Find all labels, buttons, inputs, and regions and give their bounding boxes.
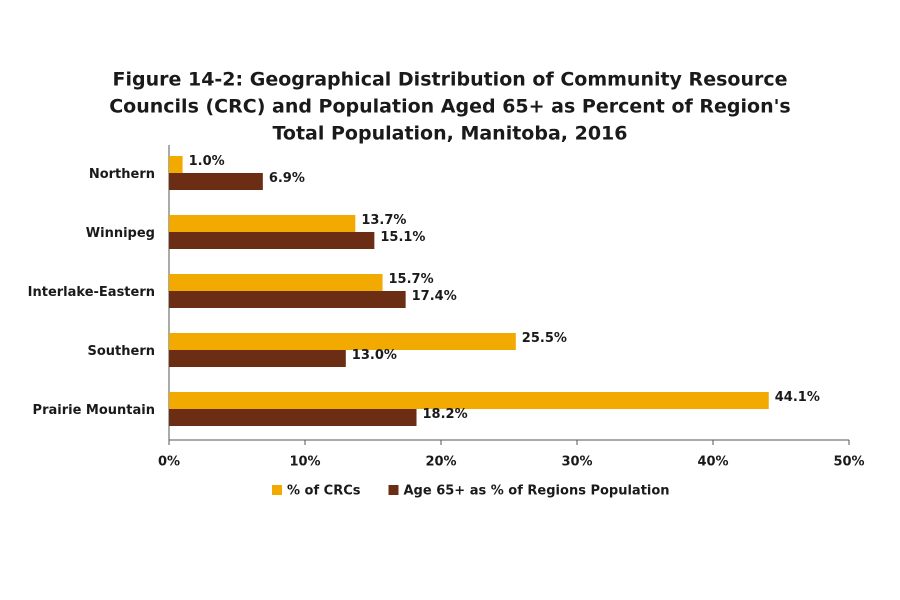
bar [169, 274, 383, 291]
bar [169, 215, 356, 232]
y-tick-label: Northern [89, 167, 155, 182]
bar [169, 291, 406, 308]
x-tick-label: 30% [561, 455, 592, 470]
data-label: 15.7% [389, 272, 434, 287]
data-label: 15.1% [380, 230, 425, 245]
y-tick-label: Interlake-Eastern [28, 285, 155, 300]
data-label: 18.2% [423, 407, 468, 422]
bar [169, 333, 516, 350]
bar [169, 409, 417, 426]
chart-title: Figure 14-2: Geographical Distribution o… [112, 69, 787, 91]
legend-label: % of CRCs [287, 484, 361, 499]
y-tick-label: Southern [87, 344, 155, 359]
bar [169, 392, 769, 409]
data-label: 6.9% [269, 171, 305, 186]
legend-swatch [272, 485, 282, 495]
x-tick-label: 10% [289, 455, 320, 470]
data-label: 17.4% [412, 289, 457, 304]
x-tick-label: 0% [158, 455, 180, 470]
bar [169, 173, 263, 190]
y-tick-label: Prairie Mountain [33, 403, 155, 418]
legend-swatch [388, 485, 399, 495]
data-label: 13.0% [352, 348, 397, 363]
bar [169, 232, 375, 249]
legend-label: Age 65+ as % of Regions Population [404, 484, 670, 499]
x-tick-label: 20% [425, 455, 456, 470]
data-label: 25.5% [522, 331, 567, 346]
data-label: 44.1% [775, 390, 820, 405]
data-label: 13.7% [361, 213, 406, 228]
x-tick-label: 40% [697, 455, 728, 470]
data-label: 1.0% [189, 154, 225, 169]
bar [169, 156, 183, 173]
x-tick-label: 50% [833, 455, 864, 470]
chart-title: Councils (CRC) and Population Aged 65+ a… [109, 96, 791, 118]
chart-title: Total Population, Manitoba, 2016 [272, 123, 627, 145]
y-tick-label: Winnipeg [86, 226, 155, 241]
bar [169, 350, 346, 367]
